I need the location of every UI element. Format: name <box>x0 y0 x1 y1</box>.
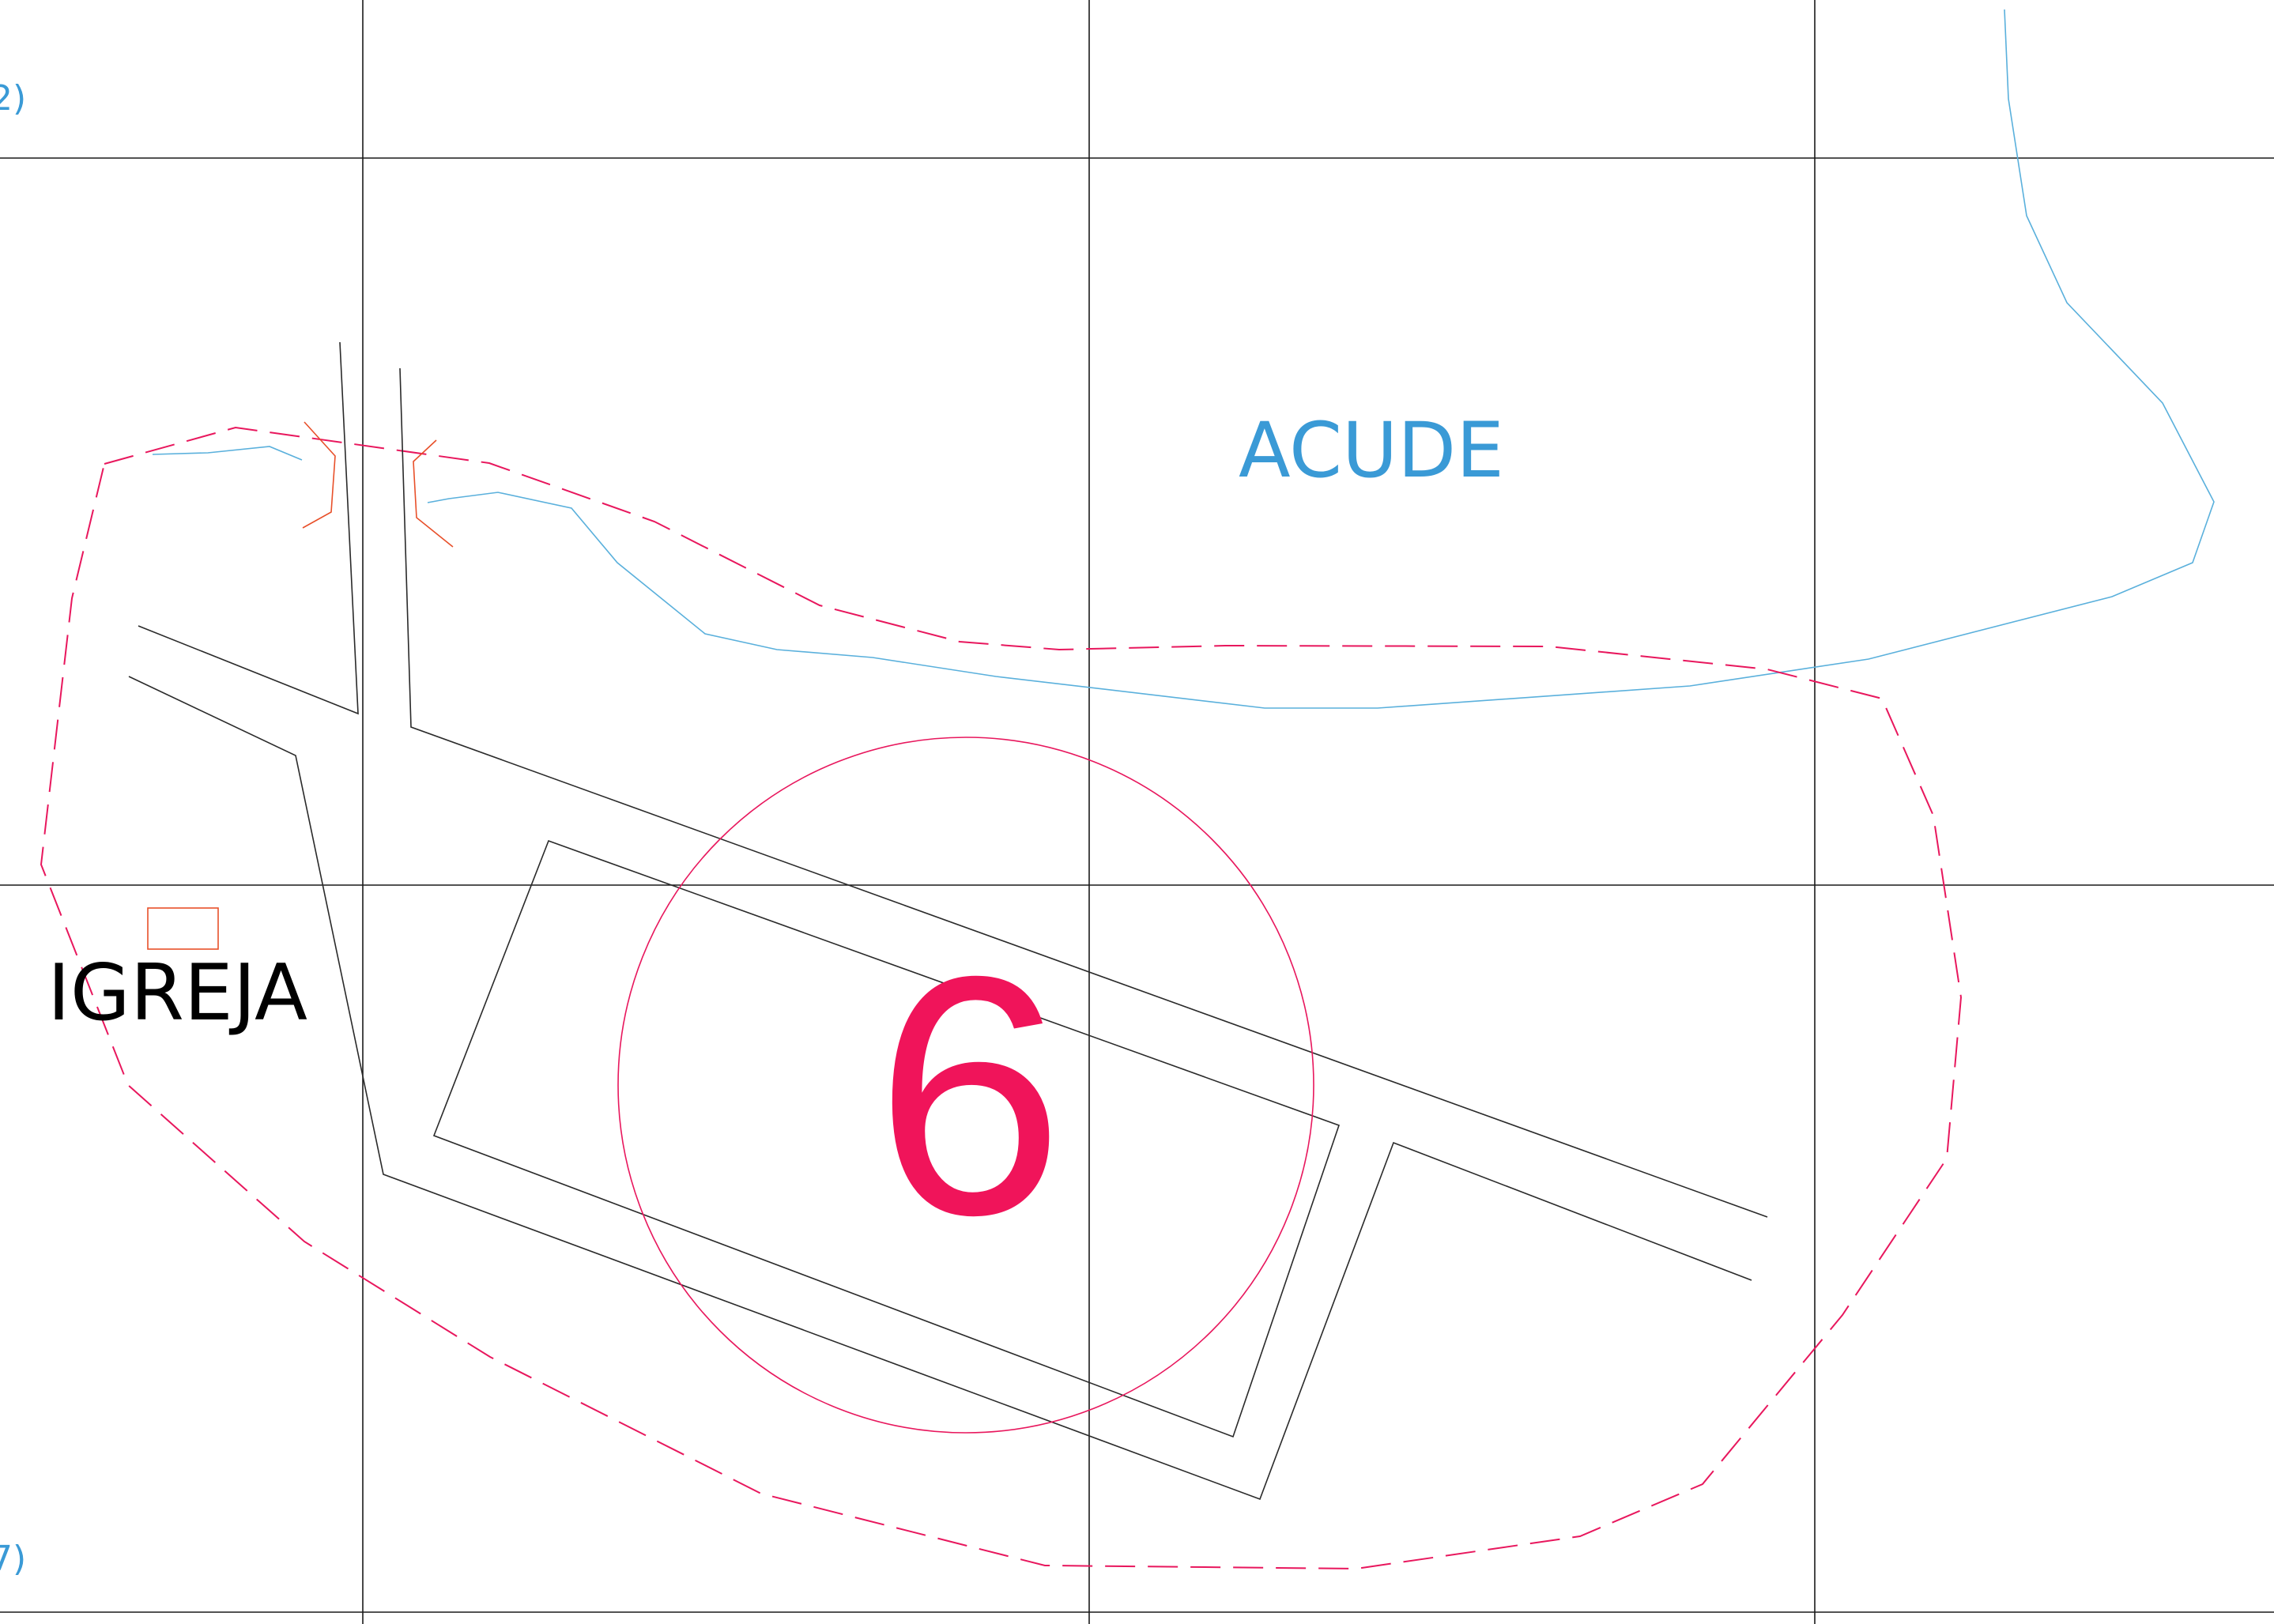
edge-label-bottom: 7) <box>0 1539 26 1579</box>
road-segment-3 <box>128 676 1752 1501</box>
parcel-block <box>432 839 1341 1438</box>
zone-boundary <box>40 426 1963 1570</box>
roads <box>128 341 1768 1501</box>
water-lines <box>152 9 2215 709</box>
bridge-mark-west <box>302 421 336 529</box>
edge-label-top: 2) <box>0 78 26 119</box>
bridge-mark-east <box>413 439 454 548</box>
road-segment-2 <box>399 367 1768 1218</box>
zone-number-label: 6 <box>875 906 1064 1286</box>
water-body-label: ACUDE <box>1239 406 1504 495</box>
creek-line-west <box>152 446 303 461</box>
zone-circle <box>617 737 1314 1434</box>
church-label: IGREJA <box>47 948 307 1038</box>
bridge-marks <box>147 421 454 950</box>
road-segment-1 <box>138 341 359 715</box>
church-building <box>147 907 219 950</box>
creek-line-main <box>427 9 2215 709</box>
